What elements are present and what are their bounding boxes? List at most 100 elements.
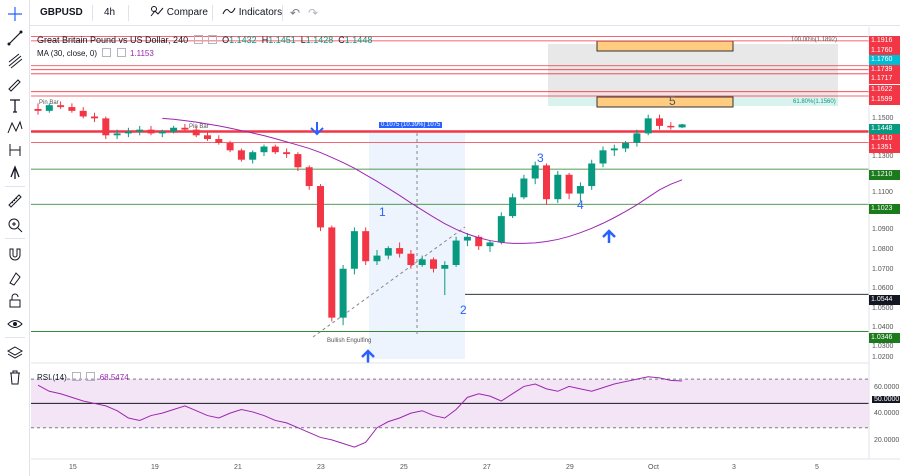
candle-body (531, 165, 539, 179)
measure-label: 0.1075 (10.39%) 1075 (379, 122, 443, 128)
legend-close-value: 1.1448 (344, 35, 373, 45)
candle-body (373, 255, 381, 262)
rsi-line (37, 376, 683, 448)
down-arrow-marker (310, 122, 324, 136)
candle-body (656, 118, 663, 126)
candle-body (317, 186, 324, 228)
ma-line (162, 117, 683, 244)
candle-body (554, 174, 562, 200)
pattern-icon[interactable] (6, 119, 24, 137)
price-axis-label: 1.1739 (869, 65, 900, 75)
pin-bar-label-1: Pin Bar (39, 100, 59, 106)
price-axis-label: 1.1622 (869, 85, 900, 95)
date-tick: 3 (732, 464, 736, 471)
legend-title: Great Britain Pound vs US Dollar, 240 (37, 35, 189, 45)
rsi-tick: 40.0000 (874, 410, 900, 417)
top-toolbar: GBPUSD 4h Compare Indicators ↶ ↷ (0, 0, 900, 26)
price-axis-label: 1.1599 (869, 95, 900, 105)
candle-body (599, 150, 607, 164)
price-tick: 1.0200 (872, 354, 894, 361)
price-chart[interactable] (31, 27, 900, 476)
toolbar-divider (282, 5, 283, 21)
compare-button[interactable]: Compare (150, 0, 208, 26)
brush-icon[interactable] (6, 75, 24, 93)
rsi-eye-toggle[interactable] (72, 372, 82, 381)
candle-body (396, 248, 404, 254)
price-axis-label: 1.1448 (869, 124, 900, 134)
text-icon[interactable] (6, 97, 24, 115)
candle-body (644, 118, 652, 134)
candle-body (565, 174, 573, 194)
price-tick: 1.0600 (872, 285, 894, 292)
stay-in-drawing-icon[interactable] (6, 269, 24, 287)
trash-icon[interactable] (6, 368, 24, 386)
price-tick: 1.0900 (872, 226, 894, 233)
cursor-arrow-icon[interactable] (6, 163, 24, 181)
price-axis-label: 1.0544 (869, 295, 900, 305)
indicators-button[interactable]: Indicators (222, 0, 282, 26)
candle-body (430, 259, 437, 269)
prediction-icon[interactable] (6, 141, 24, 159)
zoom-in-icon[interactable] (6, 216, 24, 234)
price-axis-label: 1.1023 (869, 204, 900, 214)
candle-body (543, 165, 550, 200)
wave-1-label: 1 (379, 205, 386, 219)
candle-body (45, 105, 53, 111)
candle-body (610, 148, 618, 151)
lock-icon[interactable] (6, 292, 24, 310)
rsi-tick: 50.0000 (872, 396, 900, 403)
interval-button[interactable]: 4h (104, 7, 116, 18)
ruler-icon[interactable] (6, 192, 24, 210)
price-axis-label: 1.0346 (869, 333, 900, 343)
date-tick: 23 (317, 464, 325, 471)
legend-o-label: O (222, 35, 230, 45)
magnet-icon[interactable] (6, 245, 24, 263)
legend-settings-toggle[interactable] (208, 35, 218, 44)
redo-icon[interactable]: ↷ (308, 6, 319, 20)
rsi-legend: RSI (14) 68.5474 (37, 372, 129, 382)
wave-2-label: 2 (460, 303, 467, 317)
candle-body (91, 116, 98, 119)
candle-body (124, 131, 132, 134)
date-tick: 19 (151, 464, 159, 471)
candle-body (452, 240, 460, 265)
date-tick: 25 (400, 464, 408, 471)
symbol-search-button[interactable]: GBPUSD (40, 7, 83, 18)
candle-body (181, 127, 189, 130)
legend-eye-toggle[interactable] (193, 35, 203, 44)
trend-line-icon[interactable] (6, 29, 24, 47)
rsi-tick: 60.0000 (874, 384, 900, 391)
date-tick: 29 (566, 464, 574, 471)
candle-body (576, 186, 584, 194)
candle-body (384, 248, 392, 256)
legend-h-label: H (261, 35, 269, 45)
indicators-label: Indicators (238, 7, 283, 18)
candle-body (633, 133, 641, 143)
fib-618-label: 61.80%(1.1560) (793, 99, 836, 105)
crosshair-icon[interactable] (6, 5, 24, 23)
ma-settings-toggle[interactable] (116, 48, 126, 57)
ma-legend: MA (30, close, 0) 1.1153 (37, 48, 154, 58)
layers-icon[interactable] (6, 344, 24, 362)
up-arrow-marker-2 (602, 229, 616, 243)
candle-body (192, 129, 200, 136)
candle-body (418, 259, 426, 265)
price-axis-label: 1.1717 (869, 74, 900, 84)
date-tick: 15 (69, 464, 77, 471)
wave-5-label: 5 (669, 94, 676, 108)
chart-pane[interactable]: Great Britain Pound vs US Dollar, 240 O 1… (31, 27, 900, 476)
eye-icon[interactable] (6, 315, 24, 333)
pitchfork-icon[interactable] (6, 52, 24, 70)
toolbar-divider (128, 5, 129, 21)
drawing-toolbar (0, 0, 30, 476)
undo-icon[interactable]: ↶ (290, 6, 301, 20)
candle-body (441, 265, 449, 269)
candle-body (204, 135, 211, 140)
price-axis-label: 1.1916 (869, 36, 900, 46)
rsi-settings-toggle[interactable] (86, 372, 96, 381)
candle-body (350, 231, 358, 269)
ma-eye-toggle[interactable] (102, 48, 112, 57)
rsi-tick: 20.0000 (874, 437, 900, 444)
legend-low-value: 1.1428 (305, 35, 334, 45)
legend-high-value: 1.1451 (268, 35, 296, 45)
